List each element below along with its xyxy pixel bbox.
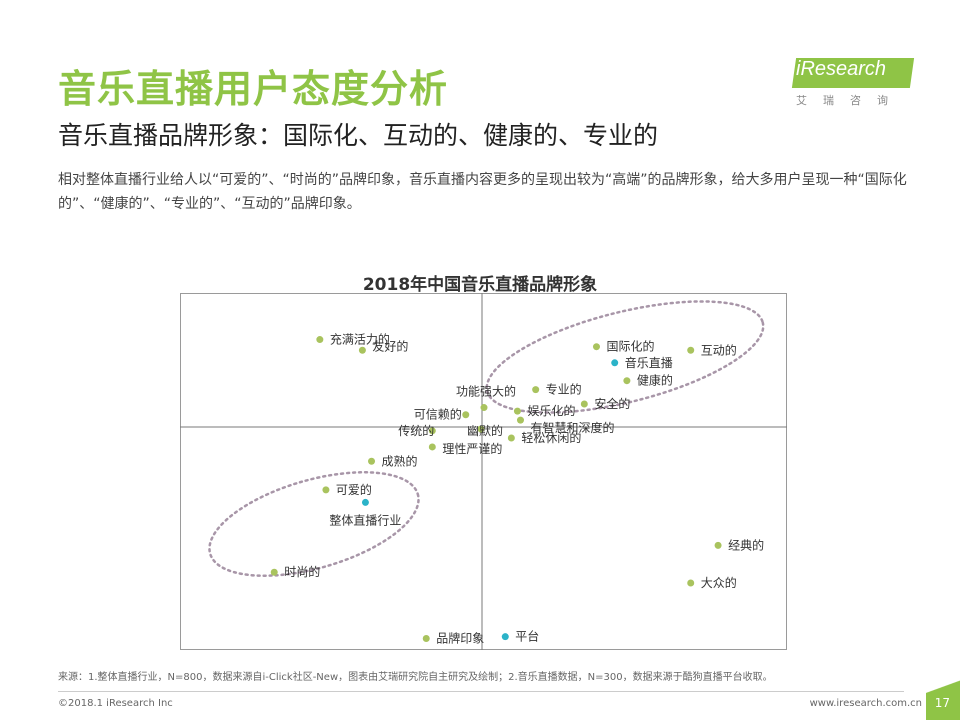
attribute-point-19 xyxy=(687,579,695,587)
attribute-label-2: 国际化的 xyxy=(606,339,654,354)
attribute-point-11 xyxy=(477,425,485,433)
attribute-point-5 xyxy=(532,386,540,394)
music-live-cluster-ellipse xyxy=(485,300,765,414)
source-note: 来源：1.整体直播行业，N=800，数据来源自i-Click社区-New，图表由… xyxy=(58,672,773,683)
platform-label-2: 平台 xyxy=(515,629,539,644)
attribute-label-19: 大众的 xyxy=(701,575,737,590)
page-subtitle: 音乐直播品牌形象：国际化、互动的、健康的、专业的 xyxy=(58,121,659,150)
attribute-point-9 xyxy=(462,411,470,419)
attribute-label-13: 轻松休闲的 xyxy=(521,430,581,445)
platform-point-2 xyxy=(501,633,509,641)
attribute-label-5: 专业的 xyxy=(546,382,582,397)
attribute-label-3: 互动的 xyxy=(701,342,737,357)
attribute-point-3 xyxy=(687,346,695,354)
attribute-point-12 xyxy=(428,427,436,435)
corner-decoration xyxy=(926,660,960,720)
attribute-label-16: 可爱的 xyxy=(336,482,372,497)
attribute-point-20 xyxy=(422,634,430,642)
attribute-point-15 xyxy=(368,457,376,465)
attribute-label-7: 功能强大的 xyxy=(456,384,516,399)
attribute-point-16 xyxy=(322,486,330,494)
copyright-text: ©2018.1 iResearch Inc xyxy=(58,698,173,709)
attribute-point-0 xyxy=(316,336,324,344)
attribute-point-6 xyxy=(580,400,588,408)
attribute-point-14 xyxy=(428,443,436,451)
platform-point-1 xyxy=(361,498,369,506)
attribute-point-13 xyxy=(507,434,515,442)
attribute-point-2 xyxy=(592,343,600,351)
platform-label-1: 整体直播行业 xyxy=(329,512,401,527)
website-link[interactable]: www.iresearch.com.cn xyxy=(809,698,922,709)
page-number: 17 xyxy=(934,696,950,710)
footer-divider xyxy=(58,691,904,692)
attribute-label-8: 娱乐化的 xyxy=(527,403,575,418)
attribute-label-18: 经典的 xyxy=(728,537,764,552)
attribute-label-15: 成熟的 xyxy=(382,453,418,468)
attribute-label-11: 幽默的 xyxy=(467,423,503,438)
platform-point-0 xyxy=(611,359,619,367)
chart-title: 2018年中国音乐直播品牌形象 xyxy=(362,275,598,295)
iresearch-logo: iResearch 艾瑞咨询 xyxy=(788,52,916,108)
logo-text: iResearch xyxy=(796,58,887,80)
attribute-label-1: 友好的 xyxy=(372,338,408,353)
attribute-point-8 xyxy=(513,407,521,415)
attribute-label-9: 可信赖的 xyxy=(414,407,462,422)
attribute-label-4: 健康的 xyxy=(637,373,673,388)
attribute-label-12: 传统的 xyxy=(398,423,434,438)
attribute-label-10: 有智慧和深度的 xyxy=(530,420,614,435)
attribute-label-0: 充满活力的 xyxy=(330,332,390,347)
platform-label-0: 音乐直播 xyxy=(625,355,673,370)
attribute-label-17: 时尚的 xyxy=(284,564,320,579)
attribute-point-10 xyxy=(516,416,524,424)
plot-frame xyxy=(180,293,787,650)
attribute-point-17 xyxy=(270,568,278,576)
attribute-label-6: 安全的 xyxy=(594,396,630,411)
attribute-label-20: 品牌印象 xyxy=(436,631,484,645)
attribute-point-18 xyxy=(714,541,722,549)
attribute-point-1 xyxy=(358,346,366,354)
attribute-label-14: 理性严谨的 xyxy=(442,441,502,456)
logo-subtext: 艾瑞咨询 xyxy=(796,94,904,107)
overall-live-cluster-ellipse xyxy=(208,471,420,577)
attribute-point-7 xyxy=(480,404,488,412)
page-title: 音乐直播用户态度分析 xyxy=(58,67,449,111)
attribute-point-4 xyxy=(623,377,631,385)
description-text: 相对整体直播行业给人以“可爱的”、“时尚的”品牌印象，音乐直播内容更多的呈现出较… xyxy=(58,172,907,212)
